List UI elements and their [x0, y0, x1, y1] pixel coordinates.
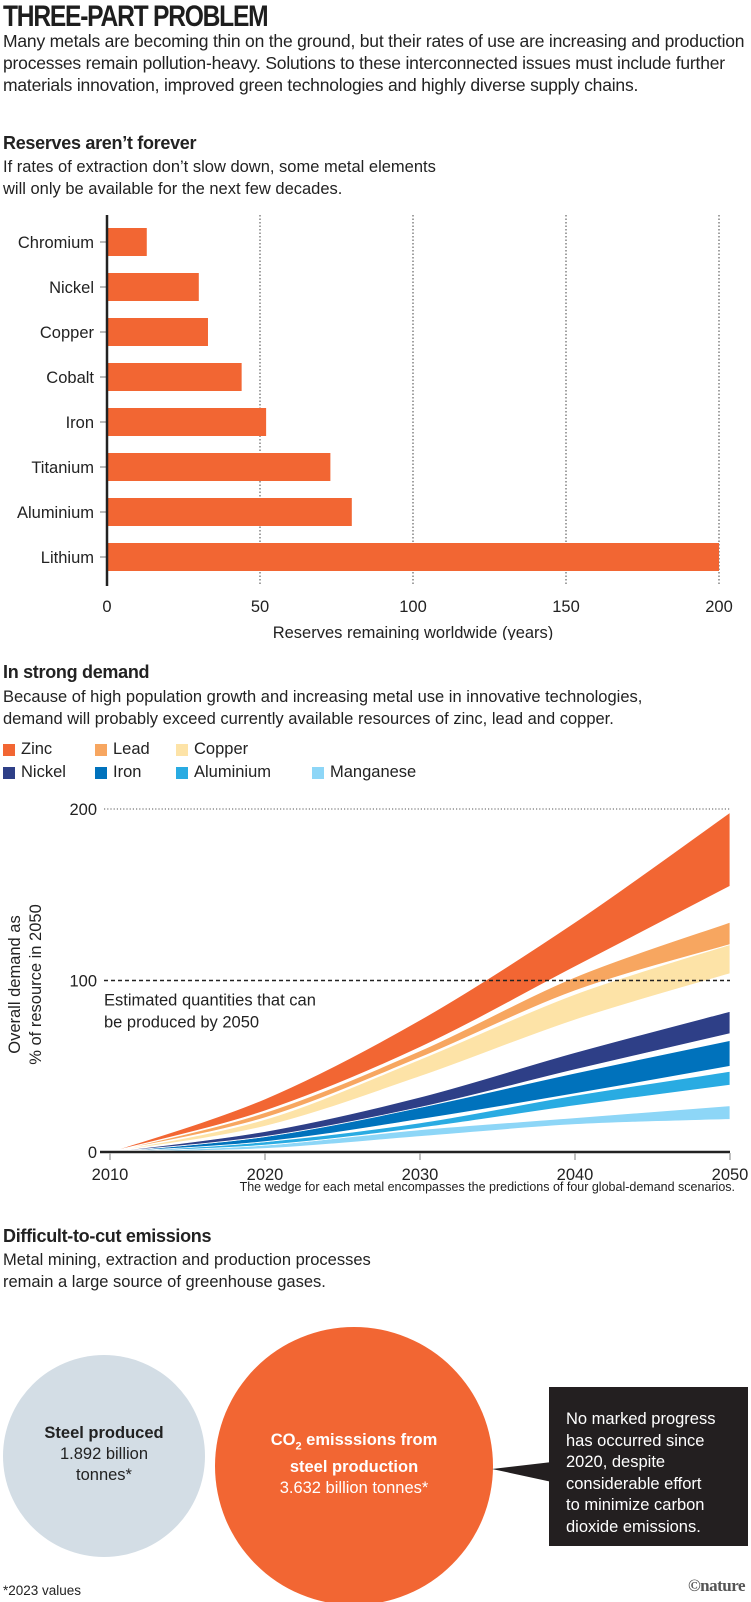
reference-label-line-1: Estimated quantities that can: [104, 992, 316, 1010]
y-tick-label: 100: [69, 973, 97, 991]
x-tick-label: 2040: [557, 1166, 594, 1180]
wedge-copper: [109, 943, 731, 1153]
demand-heading: In strong demand: [3, 662, 150, 682]
emissions-subtitle-line-2: remain a large source of greenhouse gase…: [3, 1273, 326, 1291]
bar-aluminium: [108, 498, 352, 526]
bar-cobalt: [108, 363, 242, 391]
category-label: Chromium: [18, 234, 94, 252]
callout-line: dioxide emissions.: [566, 1517, 701, 1536]
co2-title-rest: emisssions from: [301, 1431, 438, 1449]
callout-line: considerable effort: [566, 1474, 702, 1493]
legend-label-iron: Iron: [113, 763, 142, 781]
x-tick-label: 2020: [247, 1166, 284, 1180]
co2-emissions-title-line-1: CO2 emisssions from: [215, 1430, 493, 1457]
legend-item-aluminium: Aluminium: [176, 763, 271, 782]
legend-swatch-iron: [95, 766, 107, 779]
emissions-graphic: [3, 1327, 552, 1602]
y-axis-title: Overall demand as% of resource in 2050: [6, 904, 45, 1065]
y-tick-label: 0: [88, 1144, 97, 1162]
emissions-heading: Difficult-to-cut emissions: [3, 1226, 212, 1246]
intro-text: Many metals are becoming thin on the gro…: [3, 31, 745, 95]
callout-line: 2020, despite: [566, 1453, 666, 1471]
wedge-nickel: [109, 1010, 731, 1153]
legend-swatch-manganese: [312, 766, 324, 779]
co2-emissions-value: 3.632 billion tonnes*: [279, 1479, 429, 1498]
category-label: Iron: [66, 414, 94, 432]
legend-item-nickel: Nickel: [3, 763, 66, 782]
x-tick-label: 200: [705, 598, 733, 616]
steel-produced-circle: [3, 1355, 205, 1557]
wedge-zinc: [109, 811, 731, 1153]
nature-logo: ©nature: [687, 1576, 746, 1595]
legend-swatch-zinc: [3, 743, 15, 756]
legend-swatch-copper: [176, 743, 188, 756]
category-label: Titanium: [31, 459, 94, 477]
reserves-bar-chart: 0 50 100 150 200 Chromium Nickel Copper Cobalt Ir…: [17, 215, 733, 640]
y-axis-title-line-1: Overall demand as: [6, 915, 24, 1054]
category-label: Aluminium: [17, 504, 94, 522]
legend-label-copper: Copper: [194, 740, 249, 758]
legend-label-manganese: Manganese: [330, 763, 417, 781]
co2-emissions-label: CO2 emisssions from steel production 3.6…: [215, 1430, 493, 1499]
bar-copper: [108, 318, 208, 346]
bar-chromium: [108, 228, 147, 256]
steel-produced-value-line-1: 1.892 billion: [59, 1445, 149, 1463]
bar-lithium: [108, 543, 719, 571]
callout-pointer: [492, 1462, 552, 1482]
legend-label-aluminium: Aluminium: [194, 763, 272, 781]
co2-emissions-circle: [215, 1327, 493, 1602]
legend-label-zinc: Zinc: [21, 740, 53, 758]
x-tick-label: 100: [399, 598, 427, 616]
values-footnote: *2023 values: [3, 1583, 82, 1598]
co2-emissions-title-line-2: steel production: [289, 1458, 419, 1477]
category-label: Copper: [40, 324, 95, 342]
callout-line: to minimize carbon: [566, 1496, 705, 1514]
legend-label-nickel: Nickel: [21, 763, 66, 781]
x-tick-label: 2010: [92, 1166, 129, 1180]
reference-label-line-2: be produced by 2050: [104, 1014, 259, 1032]
legend-swatch-nickel: [3, 766, 15, 779]
callout-line: No marked progress: [566, 1410, 716, 1428]
legend-item-zinc: Zinc: [3, 740, 52, 759]
reserves-subtitle-line-1: If rates of extraction don’t slow down, …: [3, 158, 436, 176]
category-label: Nickel: [49, 279, 94, 297]
wedge-aluminium: [109, 1070, 731, 1153]
y-axis-title-line-2: % of resource in 2050: [27, 904, 45, 1065]
x-tick-label: 50: [251, 598, 269, 616]
category-label: Cobalt: [46, 369, 94, 387]
legend-swatch-aluminium: [176, 766, 188, 779]
bar-nickel: [108, 273, 199, 301]
legend-item-copper: Copper: [176, 740, 248, 759]
reserves-heading: Reserves aren’t forever: [3, 133, 197, 153]
x-axis-title: Reserves remaining worldwide (years): [273, 624, 554, 640]
demand-subtitle-line-2: demand will probably exceed currently av…: [3, 710, 614, 728]
x-tick-label: 150: [552, 598, 580, 616]
legend-swatch-lead: [95, 743, 107, 756]
page-title: THREE-PART PROBLEM: [3, 0, 269, 33]
steel-produced-value-line-2: tonnes*: [76, 1466, 132, 1484]
y-tick-label: 200: [69, 801, 97, 819]
steel-produced-label: Steel produced 1.892 billion tonnes*: [4, 1423, 204, 1486]
x-tick-label: 2030: [402, 1166, 439, 1180]
demand-subtitle-line-1: Because of high population growth and in…: [3, 688, 643, 706]
x-tick-label: 2050: [712, 1166, 749, 1180]
legend-item-iron: Iron: [95, 763, 141, 782]
category-label: Lithium: [41, 549, 94, 567]
legend-item-lead: Lead: [95, 740, 150, 759]
bar-titanium: [108, 453, 331, 481]
co2-title-subscript: 2: [295, 1440, 302, 1453]
legend-label-lead: Lead: [113, 740, 150, 758]
co2-title-prefix: CO: [270, 1431, 296, 1449]
emissions-subtitle-line-1: Metal mining, extraction and production …: [3, 1251, 371, 1269]
legend-item-manganese: Manganese: [312, 763, 416, 782]
x-tick-label: 0: [102, 598, 111, 616]
callout-line: has occurred since: [566, 1431, 705, 1450]
reserves-subtitle-line-2: will only be available for the next few …: [3, 180, 343, 198]
demand-footnote: The wedge for each metal encompasses the…: [239, 1180, 735, 1194]
steel-produced-title: Steel produced: [44, 1424, 164, 1442]
bar-iron: [108, 408, 267, 436]
callout-box: No marked progress has occurred since 20…: [549, 1387, 748, 1546]
demand-area-chart: Estimated quantities that can be produced…: [6, 801, 749, 1180]
wedge-lead: [109, 921, 731, 1153]
